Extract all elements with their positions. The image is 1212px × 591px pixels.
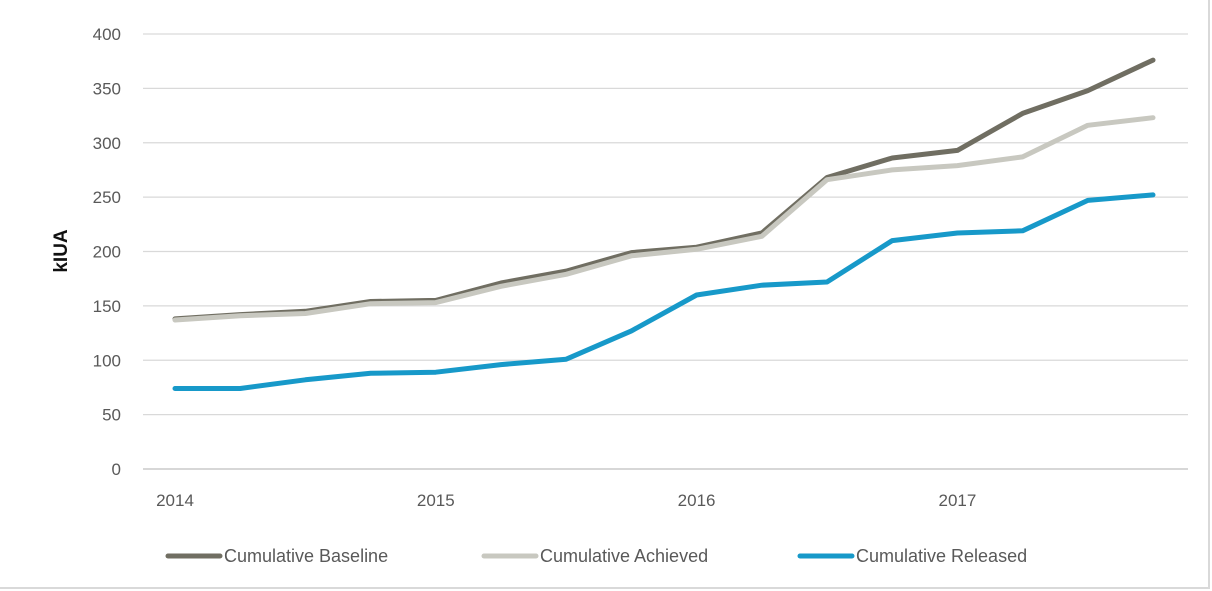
- series-line: [172, 192, 1156, 391]
- series-line: [172, 57, 1156, 322]
- y-tick-label: 50: [102, 406, 121, 425]
- y-axis-label: kIUA: [51, 229, 72, 273]
- legend-label: Cumulative Released: [856, 546, 1027, 566]
- series-cumulative-baseline: [172, 57, 1156, 322]
- x-tick-label: 2015: [417, 491, 455, 510]
- series-cumulative-achieved: [172, 115, 1156, 323]
- legend-label: Cumulative Baseline: [224, 546, 388, 566]
- legend: Cumulative Baseline Cumulative Achieved Cu…: [165, 546, 1027, 566]
- x-tick-label: 2016: [678, 491, 716, 510]
- y-tick-label: 0: [112, 460, 121, 479]
- x-tick-label: 2017: [938, 491, 976, 510]
- legend-label: Cumulative Achieved: [540, 546, 708, 566]
- y-tick-label: 150: [93, 297, 121, 316]
- y-tick-label: 300: [93, 134, 121, 153]
- y-tick-label: 350: [93, 79, 121, 98]
- legend-item: Cumulative Baseline: [165, 546, 388, 566]
- y-tick-label: 100: [93, 351, 121, 370]
- series-line: [172, 115, 1156, 323]
- legend-item: Cumulative Released: [797, 546, 1027, 566]
- y-tick-label: 400: [93, 25, 121, 44]
- series-lines: [172, 57, 1156, 391]
- y-tick-label: 200: [93, 243, 121, 262]
- x-tick-label: 2014: [156, 491, 194, 510]
- y-tick-label: 250: [93, 188, 121, 207]
- series-cumulative-released: [172, 192, 1156, 391]
- legend-item: Cumulative Achieved: [481, 546, 708, 566]
- y-axis-ticks: 0 50 100 150 200 250 300 350 400: [93, 25, 121, 479]
- x-axis-ticks: 2014 2015 2016 2017: [156, 491, 976, 510]
